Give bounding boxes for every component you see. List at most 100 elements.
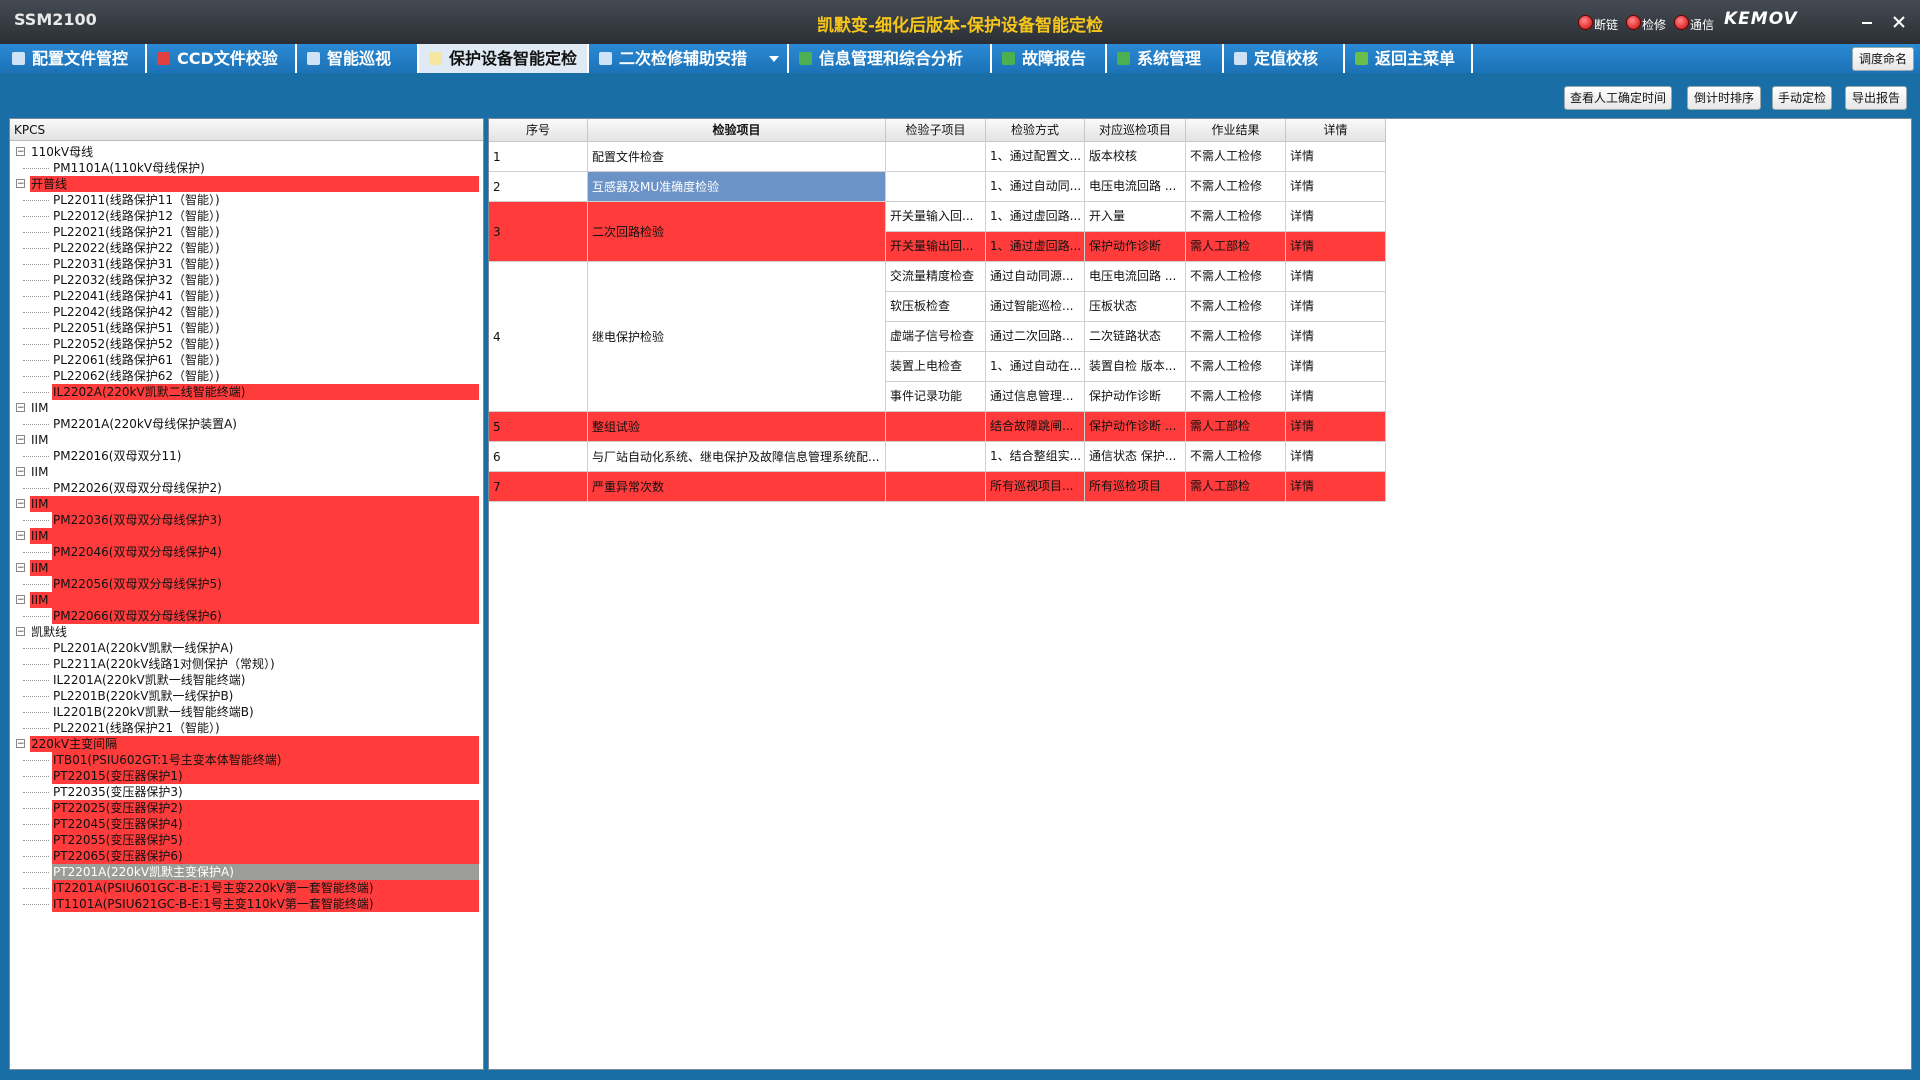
tree-expander[interactable]: − bbox=[16, 435, 25, 445]
cell-detail[interactable]: 详情 bbox=[1286, 322, 1386, 352]
tree-node[interactable]: PL22041(线路保护41（智能）) bbox=[53, 289, 220, 303]
tree-node[interactable]: 开普线 bbox=[30, 176, 479, 192]
cell-detail[interactable]: 详情 bbox=[1286, 232, 1386, 262]
toolbar-button[interactable]: 导出报告 bbox=[1845, 86, 1907, 110]
tree-node[interactable]: IIM bbox=[31, 401, 49, 415]
tree-node[interactable]: PT22015(变压器保护1) bbox=[52, 768, 479, 784]
row-item[interactable]: 严重异常次数 bbox=[588, 472, 886, 502]
row-item[interactable]: 互感器及MU准确度检验 bbox=[588, 172, 886, 202]
menu-item[interactable]: 二次检修辅助安措 bbox=[589, 44, 789, 73]
cell-detail[interactable]: 详情 bbox=[1286, 352, 1386, 382]
cell-detail[interactable]: 详情 bbox=[1286, 472, 1386, 502]
tree-expander[interactable]: − bbox=[16, 627, 25, 637]
row-item[interactable]: 二次回路检验 bbox=[588, 202, 886, 262]
toolbar-button[interactable]: 查看人工确定时间 bbox=[1564, 86, 1672, 110]
toolbar-button[interactable]: 倒计时排序 bbox=[1687, 86, 1761, 110]
tree-node[interactable]: PL2201B(220kV凯默一线保护B) bbox=[53, 689, 234, 703]
cell-detail[interactable]: 详情 bbox=[1286, 262, 1386, 292]
tree-node[interactable]: PM1101A(110kV母线保护) bbox=[53, 161, 205, 175]
tree-connector bbox=[23, 344, 49, 345]
tree-node[interactable]: 220kV主变间隔 bbox=[30, 736, 479, 752]
tree-node[interactable]: PT22025(变压器保护2) bbox=[52, 800, 479, 816]
row-item[interactable]: 继电保护检验 bbox=[588, 262, 886, 412]
cell-detail[interactable]: 详情 bbox=[1286, 412, 1386, 442]
tree-node[interactable]: IIM bbox=[31, 433, 49, 447]
cell-result: 不需人工检修 bbox=[1186, 322, 1286, 352]
tree-node[interactable]: PL22052(线路保护52（智能）) bbox=[53, 337, 220, 351]
dropdown-arrow[interactable] bbox=[769, 56, 779, 62]
tree-connector bbox=[23, 584, 49, 585]
cell-detail[interactable]: 详情 bbox=[1286, 292, 1386, 322]
tree-node[interactable]: IIM bbox=[30, 528, 479, 544]
tree-node[interactable]: IL2201B(220kV凯默一线智能终端B) bbox=[53, 705, 254, 719]
menu-item[interactable]: 故障报告 bbox=[992, 44, 1107, 73]
tree-expander[interactable]: − bbox=[16, 595, 25, 605]
menu-item[interactable]: 智能巡视 bbox=[297, 44, 419, 73]
tree-node[interactable]: PM22036(双母双分母线保护3) bbox=[52, 512, 479, 528]
tree-node[interactable]: PT22035(变压器保护3) bbox=[53, 785, 183, 799]
menu-item[interactable]: 配置文件管控 bbox=[2, 44, 147, 73]
menu-item[interactable]: 定值校核 bbox=[1224, 44, 1345, 73]
cell-detail[interactable]: 详情 bbox=[1286, 172, 1386, 202]
row-item[interactable]: 与厂站自动化系统、继电保护及故障信息管理系统配... bbox=[588, 442, 886, 472]
tree-expander[interactable]: − bbox=[16, 499, 25, 509]
tree-node[interactable]: 110kV母线 bbox=[31, 145, 94, 159]
tree-node[interactable]: PL2211A(220kV线路1对侧保护（常规）) bbox=[53, 657, 275, 671]
tree-expander[interactable]: − bbox=[16, 739, 25, 749]
tree-node[interactable]: 凯默线 bbox=[31, 625, 68, 639]
tree-node[interactable]: PL22012(线路保护12（智能）) bbox=[53, 209, 220, 223]
tree-node[interactable]: PM22026(双母双分母线保护2) bbox=[53, 481, 222, 495]
menu-item[interactable]: 系统管理 bbox=[1107, 44, 1224, 73]
tree-expander[interactable]: − bbox=[16, 403, 25, 413]
tree-node[interactable]: PM22056(双母双分母线保护5) bbox=[52, 576, 479, 592]
tree-expander[interactable]: − bbox=[16, 563, 25, 573]
menu-item[interactable]: 返回主菜单 bbox=[1345, 44, 1473, 73]
row-item[interactable]: 整组试验 bbox=[588, 412, 886, 442]
tree-expander[interactable]: − bbox=[16, 467, 25, 477]
tree-node[interactable]: IT1101A(PSIU621GC-B-E:1号主变110kV第一套智能终端) bbox=[52, 896, 479, 912]
tree-node[interactable]: PL2201A(220kV凯默一线保护A) bbox=[53, 641, 234, 655]
tree-expander[interactable]: − bbox=[16, 531, 25, 541]
tree-node[interactable]: PT22065(变压器保护6) bbox=[52, 848, 479, 864]
tree-node[interactable]: PL22031(线路保护31（智能）) bbox=[53, 257, 220, 271]
tree-node[interactable]: ITB01(PSIU602GT:1号主变本体智能终端) bbox=[52, 752, 479, 768]
cell-detail[interactable]: 详情 bbox=[1286, 382, 1386, 412]
toolbar-button[interactable]: 手动定检 bbox=[1772, 86, 1832, 110]
tree-node[interactable]: PM22066(双母双分母线保护6) bbox=[52, 608, 479, 624]
tree-node[interactable]: PM22016(双母双分11) bbox=[53, 449, 182, 463]
tree-node[interactable]: PL22032(线路保护32（智能）) bbox=[53, 273, 220, 287]
tree-node[interactable]: IL2201A(220kV凯默一线智能终端) bbox=[53, 673, 246, 687]
tree-node[interactable]: PM2201A(220kV母线保护装置A) bbox=[53, 417, 237, 431]
tree-node[interactable]: IL2202A(220kV凯默二线智能终端) bbox=[52, 384, 479, 400]
tree-node[interactable]: PL22022(线路保护22（智能）) bbox=[53, 241, 220, 255]
row-item[interactable]: 配置文件检查 bbox=[588, 142, 886, 172]
logo: KEMOV bbox=[1724, 9, 1798, 29]
menu-icon bbox=[799, 52, 812, 65]
cell-detail[interactable]: 详情 bbox=[1286, 202, 1386, 232]
window-controls[interactable] bbox=[1856, 14, 1916, 30]
tree-node[interactable]: PL22042(线路保护42（智能）) bbox=[53, 305, 220, 319]
cell-detail[interactable]: 详情 bbox=[1286, 442, 1386, 472]
tree-expander[interactable]: − bbox=[16, 179, 25, 189]
tree-node[interactable]: IIM bbox=[31, 465, 49, 479]
menu-item[interactable]: 信息管理和综合分析 bbox=[789, 44, 992, 73]
tree-node[interactable]: PL22062(线路保护62（智能）) bbox=[53, 369, 220, 383]
tree-node[interactable]: PM22046(双母双分母线保护4) bbox=[52, 544, 479, 560]
cell-detail[interactable]: 详情 bbox=[1286, 142, 1386, 172]
tree-node[interactable]: IIM bbox=[30, 592, 479, 608]
menu-button[interactable]: 调度命名 bbox=[1852, 47, 1914, 71]
tree-expander[interactable]: − bbox=[16, 147, 25, 157]
tree-node[interactable]: PT22055(变压器保护5) bbox=[52, 832, 479, 848]
tree-node[interactable]: IIM bbox=[30, 560, 479, 576]
tree-node[interactable]: IT2201A(PSIU601GC-B-E:1号主变220kV第一套智能终端) bbox=[52, 880, 479, 896]
tree-node[interactable]: PT2201A(220kV凯默主变保护A) bbox=[52, 864, 479, 880]
tree-node[interactable]: PL22061(线路保护61（智能）) bbox=[53, 353, 220, 367]
tree-node[interactable]: PL22021(线路保护21（智能）) bbox=[53, 225, 220, 239]
menu-item[interactable]: 保护设备智能定检 bbox=[419, 44, 589, 73]
tree-node[interactable]: IIM bbox=[30, 496, 479, 512]
tree-node[interactable]: PL22021(线路保护21（智能）) bbox=[53, 721, 220, 735]
menu-item[interactable]: CCD文件校验 bbox=[147, 44, 297, 73]
tree-node[interactable]: PL22011(线路保护11（智能）) bbox=[53, 193, 220, 207]
tree-node[interactable]: PT22045(变压器保护4) bbox=[52, 816, 479, 832]
tree-node[interactable]: PL22051(线路保护51（智能）) bbox=[53, 321, 220, 335]
